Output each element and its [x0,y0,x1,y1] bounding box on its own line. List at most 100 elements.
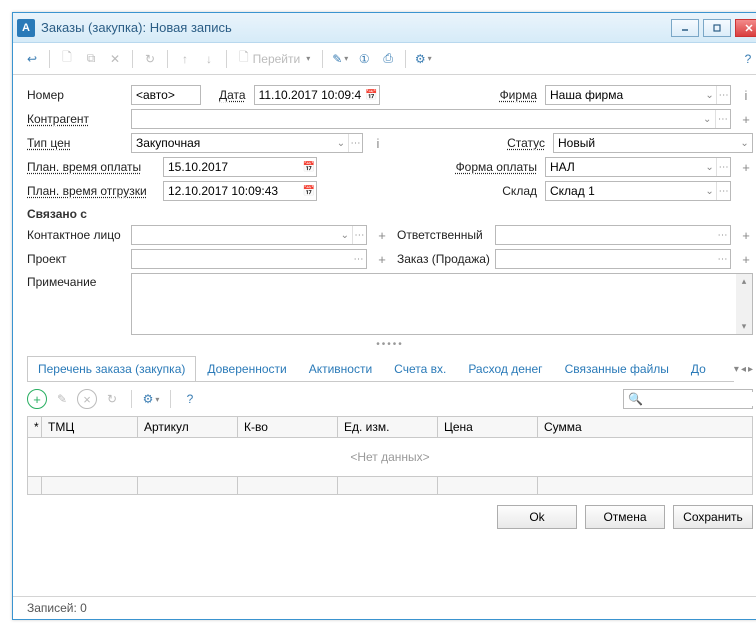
save-button[interactable]: Сохранить [673,505,753,529]
warehouse-field[interactable]: ⌄⋯ [545,181,731,201]
refresh-icon[interactable]: ↻ [139,48,161,70]
more-icon[interactable]: ⋯ [716,86,730,104]
chevron-down-icon[interactable]: ⌄ [334,134,348,152]
grid-empty: <Нет данных> [28,438,752,476]
payform-field[interactable]: ⌄⋯ [545,157,731,177]
undo-icon[interactable]: ↩ [21,48,43,70]
tab-invoices[interactable]: Счета вх. [383,356,457,381]
firm-field[interactable]: ⌄⋯ [545,85,731,105]
more-icon[interactable]: ⋯ [348,134,362,152]
tab-menu-icon[interactable]: ▾ [734,364,739,375]
grid-col-item[interactable]: ТМЦ [42,417,138,437]
more-icon[interactable]: ⋯ [716,158,730,176]
help-icon[interactable]: ? [179,388,201,410]
chevron-down-icon[interactable]: ⌄ [703,182,717,200]
copy-icon[interactable]: ⧉ [80,48,102,70]
grid-footer [28,476,752,494]
more-icon[interactable]: ⋯ [715,226,730,244]
add-row-button[interactable]: + [27,389,47,409]
plan-pay-field[interactable]: 📅 [163,157,317,177]
ok-button[interactable]: Ok [497,505,577,529]
add-icon[interactable]: + [375,252,389,267]
close-button[interactable] [735,19,756,37]
delete-icon[interactable]: ✕ [104,48,126,70]
down-icon[interactable]: ↓ [198,48,220,70]
gear-icon[interactable]: ⚙▾ [412,48,434,70]
edit-row-icon[interactable]: ✎ [51,388,73,410]
status-field[interactable]: ⌄ [553,133,753,153]
number-label: Номер [27,88,123,102]
tab-more[interactable]: До [680,356,717,381]
delete-row-button[interactable]: × [77,389,97,409]
search-icon: 🔍 [624,392,647,406]
grid-col-unit[interactable]: Ед. изм. [338,417,438,437]
note-field[interactable]: ▴▾ [131,273,753,335]
firm-label: Фирма [500,88,537,102]
grid-col-article[interactable]: Артикул [138,417,238,437]
chevron-down-icon[interactable]: ⌄ [700,110,715,128]
add-icon[interactable]: + [739,160,753,175]
add-icon[interactable]: + [739,112,753,127]
tab-order-list[interactable]: Перечень заказа (закупка) [27,356,196,382]
print-icon[interactable]: ⎙ [377,48,399,70]
clock-icon[interactable]: ① [353,48,375,70]
tab-nav: ▾ ◂ ▸ [734,364,753,375]
edit-icon[interactable]: ✎▾ [329,48,351,70]
info-icon[interactable]: i [739,88,753,103]
more-icon[interactable]: ⋯ [351,250,366,268]
plan-ship-label: План. время отгрузки [27,184,155,198]
add-icon[interactable]: + [739,228,753,243]
tabs: Перечень заказа (закупка) Доверенности А… [27,356,734,382]
info-icon[interactable]: i [371,136,385,151]
grid-col-price[interactable]: Цена [438,417,538,437]
grid-col-sum[interactable]: Сумма [538,417,752,437]
chevron-down-icon[interactable]: ⌄ [338,226,352,244]
help-icon[interactable]: ? [737,48,756,70]
goto-label: Перейти [253,52,301,66]
splitter[interactable]: ••••• [27,339,753,350]
refresh-grid-icon[interactable]: ↻ [101,388,123,410]
project-field[interactable]: ⋯ [131,249,367,269]
minimize-button[interactable] [671,19,699,37]
chevron-down-icon[interactable]: ⌄ [737,134,752,152]
calendar-icon[interactable]: 📅 [365,86,379,104]
maximize-button[interactable] [703,19,731,37]
more-icon[interactable]: ⋯ [715,250,730,268]
number-field[interactable] [131,85,201,105]
add-icon[interactable]: + [375,228,389,243]
window: A Заказы (закупка): Новая запись ↩ 🗋 ⧉ ✕… [12,12,756,620]
new-icon[interactable]: 🗋 [56,48,78,70]
sale-order-field[interactable]: ⋯ [495,249,731,269]
add-icon[interactable]: + [739,252,753,267]
calendar-icon[interactable]: 📅 [302,182,316,200]
chevron-down-icon[interactable]: ⌄ [703,86,717,104]
grid-toolbar: + ✎ × ↻ ⚙▾ ? 🔍 × [13,382,756,416]
contact-field[interactable]: ⌄⋯ [131,225,367,245]
responsible-field[interactable]: ⋯ [495,225,731,245]
tab-expense[interactable]: Расход денег [457,356,553,381]
tab-proxies[interactable]: Доверенности [196,356,297,381]
more-icon[interactable]: ⋯ [715,110,730,128]
more-icon[interactable]: ⋯ [352,226,366,244]
tab-files[interactable]: Связанные файлы [554,356,680,381]
goto-button[interactable]: 🗋 Перейти▾ [233,48,316,70]
counterparty-field[interactable]: ⌄⋯ [131,109,731,129]
up-icon[interactable]: ↑ [174,48,196,70]
plan-ship-field[interactable]: 📅 [163,181,317,201]
grid-search[interactable]: 🔍 × [623,389,753,409]
date-field[interactable]: 📅 [254,85,380,105]
grid-col-qty[interactable]: К-во [238,417,338,437]
tab-activities[interactable]: Активности [298,356,383,381]
grid-col-marker[interactable]: * [28,417,42,437]
cancel-button[interactable]: Отмена [585,505,665,529]
tab-prev-icon[interactable]: ◂ [741,364,746,375]
gear-icon[interactable]: ⚙▾ [140,388,162,410]
more-icon[interactable]: ⋯ [716,182,730,200]
pricetype-field[interactable]: ⌄⋯ [131,133,363,153]
tab-next-icon[interactable]: ▸ [748,364,753,375]
chevron-down-icon[interactable]: ⌄ [703,158,717,176]
scrollbar[interactable]: ▴▾ [736,274,752,334]
pricetype-label: Тип цен [27,136,123,150]
plan-pay-label: План. время оплаты [27,160,155,174]
calendar-icon[interactable]: 📅 [302,158,316,176]
